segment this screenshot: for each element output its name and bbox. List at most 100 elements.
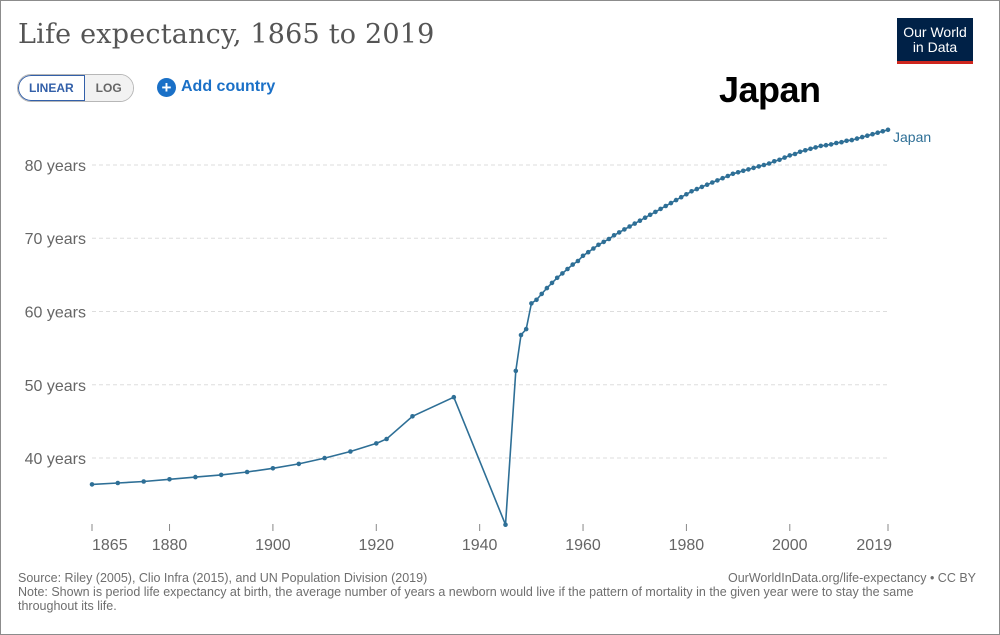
data-point [756,164,762,169]
data-point [591,246,596,251]
data-point [797,149,803,155]
data-point [725,173,731,179]
data-point [193,474,198,480]
data-point [529,301,534,306]
logo-line-1: Our World [903,24,967,40]
data-point [818,143,824,149]
add-country-button[interactable]: + Add country [157,76,275,98]
data-point [668,200,674,206]
log-scale-button[interactable]: LOG [84,75,133,101]
data-point [544,285,550,291]
data-point [89,482,95,487]
data-point [694,186,700,192]
data-point [730,171,736,177]
data-point [828,142,834,147]
data-point [653,209,658,215]
data-point [513,368,519,374]
data-point [141,479,146,484]
y-tick-label: 60 years [25,305,86,322]
data-point [870,131,875,137]
data-point [596,242,601,248]
data-point [539,291,544,297]
data-point [689,189,694,194]
data-point [751,165,756,171]
chart-title: Life expectancy, 1865 to 2019 [18,19,435,50]
data-point [348,449,353,454]
data-point [637,218,643,223]
x-tick-label: 1960 [565,537,601,554]
data-point [766,161,772,166]
data-point [554,275,560,281]
data-point [678,194,684,200]
data-point [875,130,880,135]
data-point [518,332,524,338]
linear-scale-button[interactable]: LINEAR [18,75,85,101]
data-point [741,168,746,174]
data-point [503,522,508,527]
data-point [244,469,250,475]
y-tick-label: 80 years [25,158,86,175]
url-license-link[interactable]: OurWorldInData.org/life-expectancy • CC … [728,571,976,585]
data-point [720,175,725,181]
data-point [808,146,813,152]
data-point [642,215,648,220]
note-text: Note: Shown is period life expectancy at… [18,585,914,613]
data-point [296,461,302,467]
y-tick-label: 50 years [25,378,86,395]
data-point [787,153,793,158]
data-point [704,182,710,187]
data-point [374,441,379,446]
data-point [115,480,121,486]
x-tick-label: 1865 [92,537,128,554]
x-tick-label: 1920 [358,537,394,554]
line-chart: 40 years 50 years 60 years 70 years 80 years… [25,127,931,554]
data-point [523,326,529,332]
data-point [715,178,720,183]
data-point [218,472,224,478]
data-point [611,233,617,238]
data-point [834,140,839,146]
data-point [451,394,457,400]
country-overlay-label: Japan [719,69,821,110]
data-point [880,129,886,134]
data-point [565,266,570,272]
data-point [792,151,798,157]
series-label-japan: Japan [893,129,931,145]
data-point [839,139,844,145]
data-point [803,148,808,153]
data-point [585,249,591,255]
scale-toggle: LINEAR LOG [17,74,134,102]
data-point [601,239,606,245]
series-line-japan [91,129,889,526]
data-point [622,227,627,232]
data-point [658,206,663,212]
data-point [772,159,777,164]
data-point [813,145,818,150]
x-tick-label: 1900 [255,537,291,554]
data-point [710,180,715,185]
x-tick-label: 1980 [669,537,705,554]
data-point [616,230,622,235]
data-point [865,133,870,138]
data-point [854,136,860,141]
data-point [270,466,276,471]
data-point [885,127,891,133]
data-point [844,138,849,144]
data-point [746,167,751,172]
data-point [560,271,565,276]
y-tick-label: 40 years [25,451,86,468]
chart-footer: Source: Riley (2005), Clio Infra (2015),… [18,571,976,613]
y-tick-label: 70 years [25,231,86,248]
data-point [673,197,679,203]
data-point [859,134,865,140]
data-point [735,170,741,175]
plus-circle-icon: + [157,77,176,97]
data-point [647,212,653,218]
x-tick-label: 1880 [152,537,188,554]
owid-logo[interactable]: Our World in Data [897,18,973,64]
data-point [575,258,581,264]
data-point [777,157,782,163]
data-point [534,297,539,303]
data-point [663,203,668,209]
